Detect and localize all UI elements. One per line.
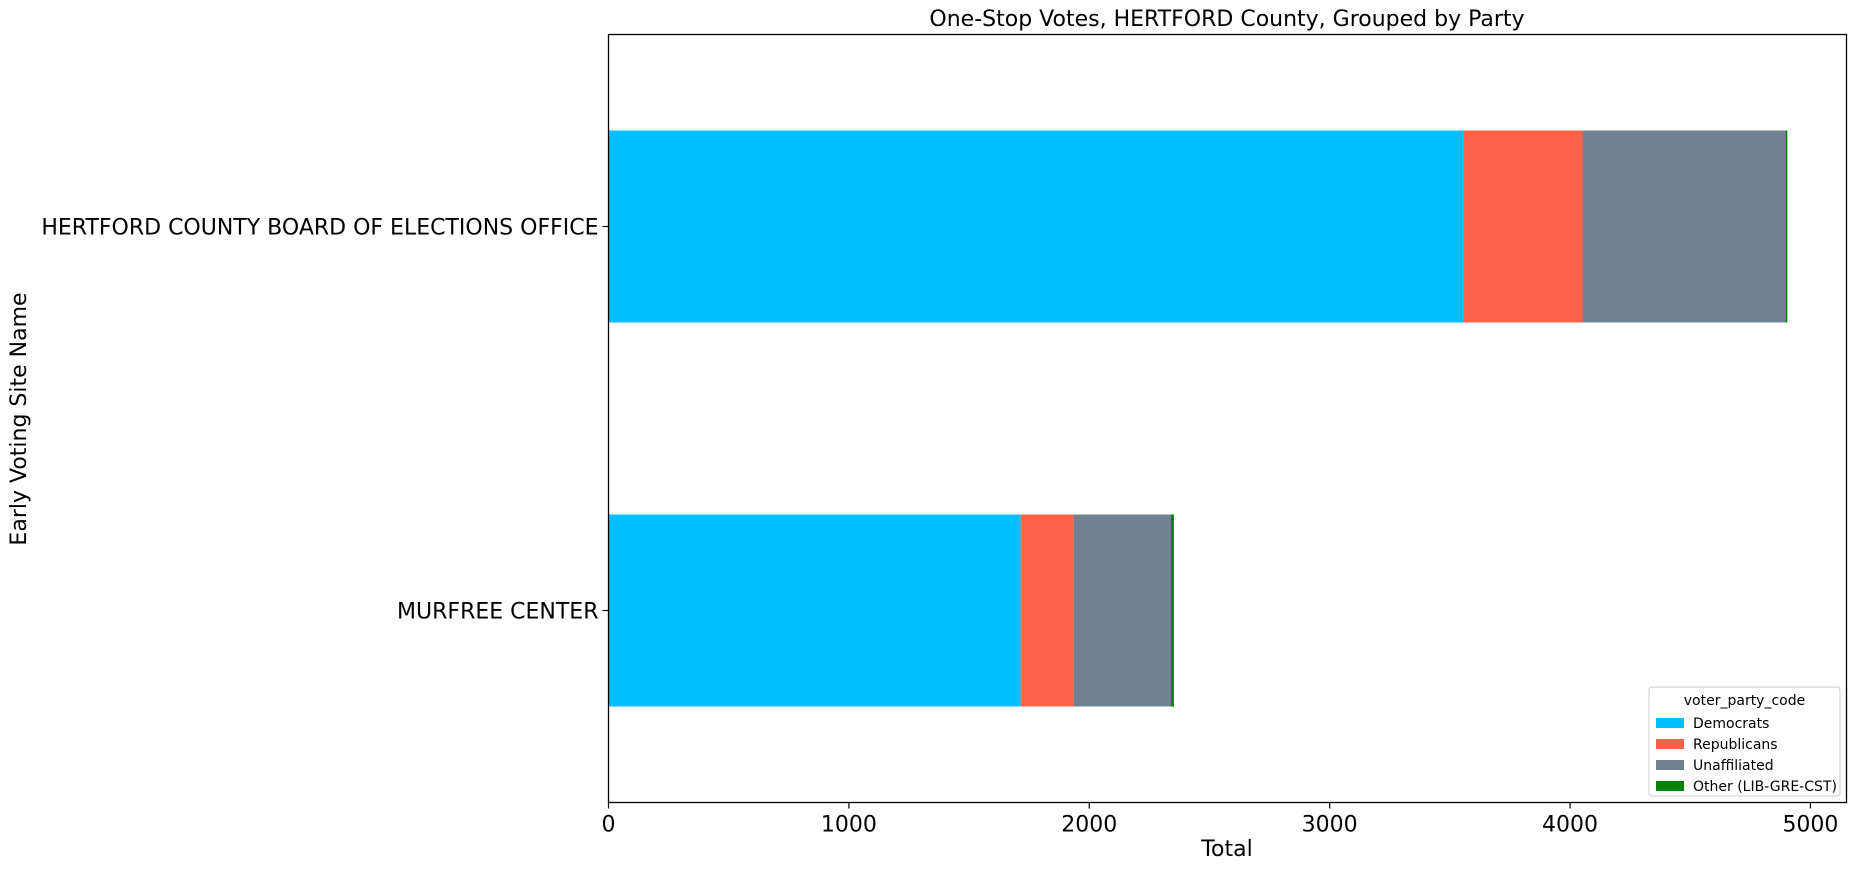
legend-swatch [1656,760,1684,770]
x-tick-label: 0 [602,813,616,838]
plot-frame [607,33,1848,804]
legend: voter_party_code Democrats Republicans Unaf… [1648,686,1841,797]
bar-republicans-0 [1463,130,1583,323]
bars-layer [608,130,1788,707]
chart-title: One-Stop Votes, HERTFORD County, Grouped… [929,7,1524,32]
bar-republicans-1 [1020,514,1074,707]
y-axis-label: Early Voting Site Name [7,292,32,545]
legend-swatch [1656,739,1684,749]
legend-title: voter_party_code [1684,693,1805,709]
legend-label: Other (LIB-GRE-CST) [1693,779,1837,795]
x-axis-ticks: 0 1000 2000 3000 4000 5000 [602,802,1838,838]
bar-other-lib-gre-cst--0 [1785,130,1788,323]
legend-swatch [1656,718,1684,728]
x-tick-label: 2000 [1061,813,1117,838]
bar-democrats-1 [608,514,1021,707]
y-tick-label: HERTFORD COUNTY BOARD OF ELECTIONS OFFIC… [41,216,598,241]
bar-other-lib-gre-cst--1 [1171,514,1174,707]
y-tick-label: MURFREE CENTER [397,600,598,625]
legend-frame [1648,686,1841,797]
legend-label: Republicans [1693,737,1778,753]
legend-swatch [1656,781,1684,791]
x-axis-label: Total [1200,837,1252,862]
bar-unaffiliated-1 [1073,514,1172,707]
x-tick-label: 3000 [1302,813,1358,838]
x-tick-label: 1000 [821,813,877,838]
legend-label: Unaffiliated [1693,758,1774,774]
y-axis-ticks: HERTFORD COUNTY BOARD OF ELECTIONS OFFIC… [41,216,609,625]
legend-label: Democrats [1693,716,1769,732]
x-tick-label: 5000 [1782,813,1838,838]
x-tick-label: 4000 [1542,813,1598,838]
bar-democrats-0 [608,130,1464,323]
bar-unaffiliated-0 [1582,130,1786,323]
